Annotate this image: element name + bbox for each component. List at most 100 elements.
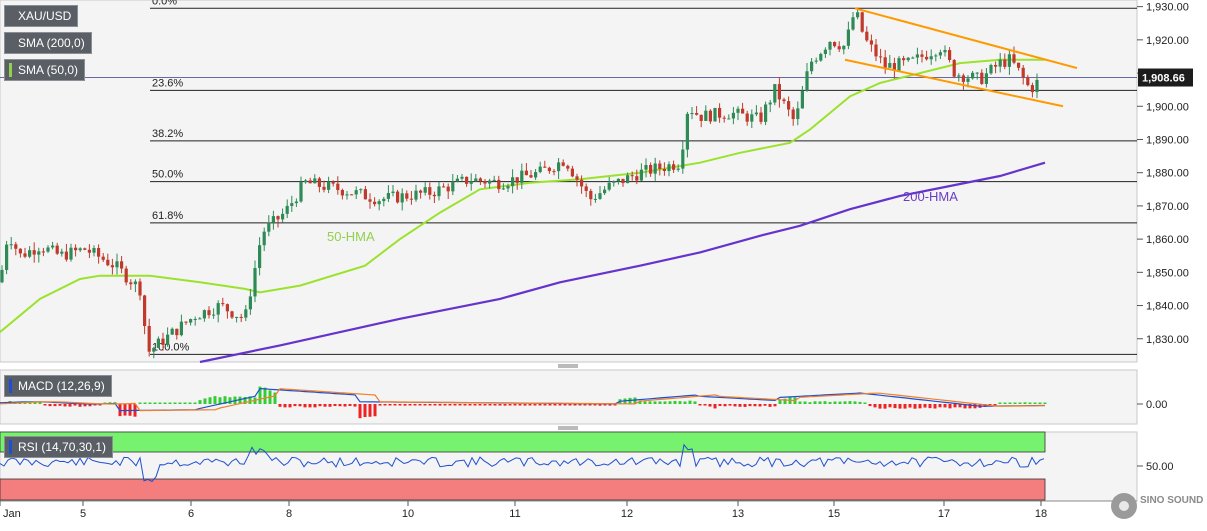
macd-histogram-bar — [568, 404, 572, 406]
candle-body — [147, 326, 151, 352]
candle-body — [92, 248, 96, 253]
macd-histogram-bar — [373, 404, 377, 417]
macd-histogram-bar — [453, 404, 457, 406]
macd-histogram-bar — [293, 404, 297, 407]
symbol-tag[interactable]: XAU/USD — [4, 5, 79, 27]
candle-body — [74, 247, 78, 251]
fib-level-label: 50.0% — [152, 169, 183, 181]
macd-histogram-bar — [333, 404, 337, 407]
candle-body — [83, 248, 87, 250]
macd-histogram-bar — [363, 404, 367, 418]
macd-histogram-bar — [128, 404, 132, 416]
macd-histogram-bar — [498, 404, 502, 406]
candle-body — [179, 321, 183, 336]
macd-histogram-bar — [938, 404, 942, 408]
symbol-swatch — [9, 9, 12, 23]
macd-histogram-bar — [508, 404, 512, 406]
sma200-swatch — [9, 36, 12, 50]
macd-histogram-bar — [313, 404, 317, 408]
rsi-tag[interactable]: RSI (14,70,30,1) — [4, 436, 114, 458]
candle-body — [460, 176, 464, 179]
candle-body — [570, 168, 574, 177]
candle-body — [575, 176, 579, 180]
candle-body — [230, 311, 234, 318]
candle-body — [754, 112, 758, 115]
candle-body — [382, 198, 386, 202]
macd-histogram-bar — [283, 404, 287, 408]
macd-signal-line — [0, 388, 1045, 412]
macd-histogram-bar — [213, 396, 217, 404]
candle-body — [276, 216, 280, 220]
candle-body — [846, 29, 850, 46]
candle-body — [598, 193, 602, 199]
macd-histogram-bar — [693, 401, 697, 404]
candle-body — [552, 171, 556, 173]
candle-body — [32, 250, 36, 255]
macd-histogram-bar — [518, 404, 522, 406]
candle-body — [708, 110, 712, 122]
macd-histogram-bar — [38, 402, 42, 404]
candle-body — [961, 75, 965, 82]
macd-histogram-bar — [1028, 402, 1032, 404]
candle-body — [828, 41, 832, 50]
candle-body — [938, 52, 942, 56]
macd-histogram-bar — [123, 404, 127, 416]
candle-body — [221, 303, 225, 305]
candle-body — [285, 205, 289, 214]
macd-histogram-bar — [943, 404, 947, 408]
macd-histogram-bar — [533, 404, 537, 406]
macd-histogram-bar — [908, 404, 912, 408]
sma50-label: SMA (50,0) — [18, 63, 79, 77]
candle-body — [975, 72, 979, 74]
candle-body — [492, 179, 496, 181]
candle-body — [55, 245, 59, 254]
candle-body — [313, 178, 317, 184]
candle-body — [856, 12, 860, 18]
candle-body — [989, 64, 993, 74]
candle-body — [745, 113, 749, 122]
macd-histogram-bar — [408, 404, 412, 406]
candle-body — [819, 53, 823, 61]
macd-histogram-bar — [98, 404, 102, 406]
macd-histogram-bar — [488, 404, 492, 406]
macd-histogram-bar — [743, 404, 747, 407]
macd-histogram-bar — [278, 404, 282, 407]
macd-histogram-bar — [678, 401, 682, 404]
rsi-label: RSI (14,70,30,1) — [18, 440, 107, 454]
candle-body — [791, 109, 795, 120]
macd-histogram-bar — [348, 404, 352, 406]
macd-histogram-bar — [523, 404, 527, 406]
macd-tag[interactable]: MACD (12,26,9) — [4, 375, 112, 397]
sma50-tag[interactable]: SMA (50,0) — [4, 59, 86, 81]
price-tick-label: 1,860.00 — [1146, 234, 1189, 246]
candle-body — [455, 178, 459, 182]
macd-histogram-bar — [353, 404, 357, 407]
candle-body — [699, 114, 703, 121]
macd-histogram-bar — [753, 404, 757, 407]
macd-histogram-bar — [43, 404, 47, 406]
macd-histogram-bar — [1018, 402, 1022, 404]
candle-body — [658, 163, 662, 169]
candle-body — [929, 56, 933, 60]
sma200-tag[interactable]: SMA (200,0) — [4, 32, 92, 54]
macd-histogram-bar — [288, 404, 292, 408]
candle-body — [322, 186, 326, 190]
candle-body — [87, 249, 91, 253]
candle-body — [934, 55, 938, 57]
x-tick-label: 10 — [402, 508, 414, 520]
macd-histogram-bar — [1008, 402, 1012, 404]
candle-body — [1030, 85, 1034, 93]
hma200-line — [199, 161, 1046, 364]
fib-level-label: 38.2% — [152, 128, 183, 140]
macd-histogram-bar — [578, 404, 582, 406]
macd-panel-bg — [0, 369, 1138, 425]
candle-body — [814, 60, 818, 62]
macd-histogram-bar — [538, 404, 542, 406]
macd-histogram-bar — [58, 404, 62, 406]
candle-body — [64, 251, 68, 260]
candle-body — [690, 113, 694, 115]
candle-body — [143, 295, 147, 327]
candle-body — [110, 265, 114, 268]
candle-body — [626, 175, 630, 184]
